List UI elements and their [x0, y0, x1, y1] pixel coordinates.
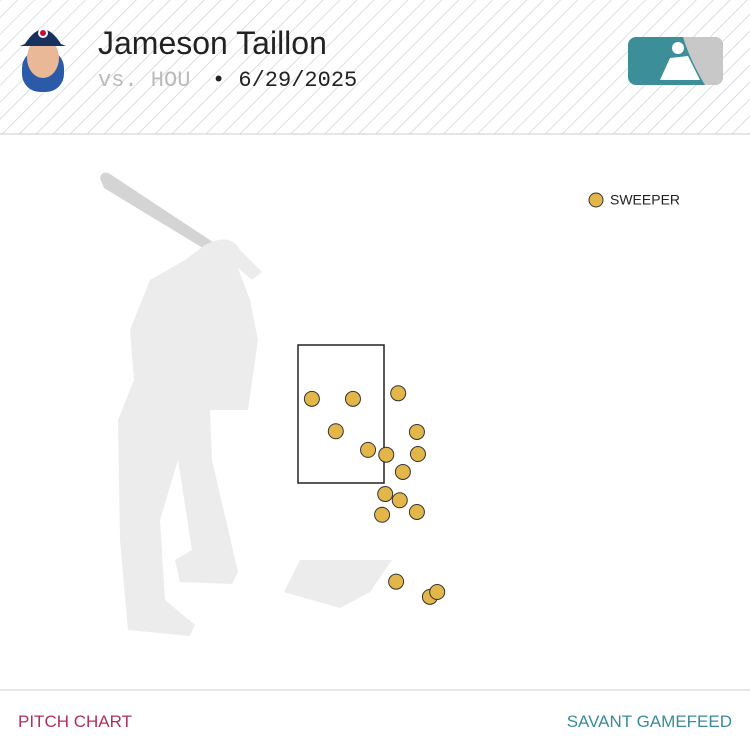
legend-label: SWEEPER — [610, 192, 680, 208]
footer-right[interactable]: SAVANT GAMEFEED — [567, 712, 732, 731]
pitch — [408, 423, 425, 440]
footer-left[interactable]: PITCH CHART — [18, 712, 132, 731]
pitch — [378, 446, 395, 463]
pitch — [408, 503, 425, 520]
mlb-logo — [628, 37, 723, 85]
pitch — [327, 423, 344, 440]
header-background — [0, 0, 750, 134]
pitch — [344, 390, 361, 407]
pitch — [377, 486, 394, 503]
home-plate — [284, 560, 392, 608]
pitch — [409, 446, 426, 463]
pitch — [429, 584, 446, 601]
pitch — [303, 390, 320, 407]
strike-zone — [297, 344, 385, 484]
opponent: vs. HOU — [98, 68, 190, 93]
player-headshot — [20, 28, 66, 92]
legend-marker — [588, 192, 604, 208]
game-date: • 6/29/2025 — [212, 68, 357, 93]
pitch — [390, 385, 407, 402]
pitch — [374, 506, 391, 523]
pitch — [391, 492, 408, 509]
pitch — [360, 441, 377, 458]
batter-silhouette — [100, 172, 262, 636]
player-name: Jameson Taillon — [98, 25, 327, 61]
pitch — [388, 573, 405, 590]
pitch — [394, 463, 411, 480]
